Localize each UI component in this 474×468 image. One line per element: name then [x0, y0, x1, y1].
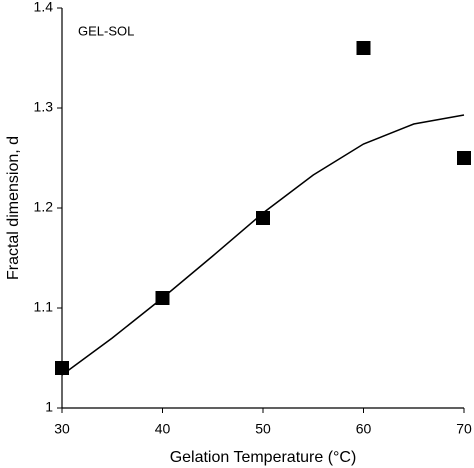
x-tick-label: 50 [255, 421, 271, 437]
y-tick-label: 1.4 [34, 0, 54, 15]
y-tick-label: 1.2 [34, 199, 54, 215]
annotation: GEL-SOL [78, 23, 134, 38]
x-tick-label: 60 [356, 421, 372, 437]
point [55, 361, 69, 375]
point [256, 211, 270, 225]
x-tick-label: 70 [456, 421, 472, 437]
y-tick-label: 1.1 [34, 299, 54, 315]
y-tick-label: 1.3 [34, 99, 54, 115]
point [457, 151, 471, 165]
point [356, 41, 371, 55]
y-axis-label: Fractal dimension, d [5, 136, 22, 280]
x-axis-label: Gelation Temperature (°C) [170, 449, 357, 466]
x-tick-label: 40 [155, 421, 171, 437]
x-tick-label: 30 [54, 421, 70, 437]
y-tick-label: 1 [45, 399, 53, 415]
fit-line [61, 114, 465, 376]
